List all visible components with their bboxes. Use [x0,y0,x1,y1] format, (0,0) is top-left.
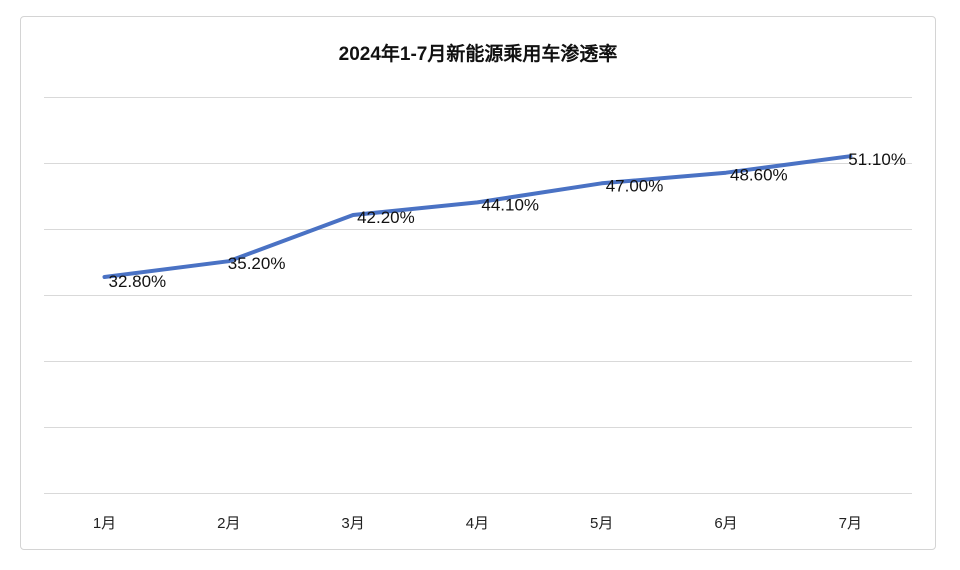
data-label: 32.80% [109,272,167,291]
x-axis-tick-labels: 1月 2月 3月 4月 5月 6月 7月 [93,515,862,532]
x-tick-label: 2月 [217,515,240,532]
data-label: 42.20% [357,208,415,227]
data-label: 44.10% [481,195,539,214]
x-tick-label: 6月 [714,515,737,532]
x-tick-label: 3月 [341,515,364,532]
x-tick-label: 1月 [93,515,116,532]
gridlines [44,97,912,494]
data-label: 35.20% [228,254,286,273]
data-labels: 32.80% 35.20% 42.20% 44.10% 47.00% 48.60% 51.1… [109,150,906,291]
data-label: 48.60% [730,166,788,185]
data-label: 47.00% [606,176,664,195]
data-label: 51.10% [848,150,906,169]
chart-frame [20,16,936,550]
x-tick-label: 7月 [839,515,862,532]
x-tick-label: 5月 [590,515,613,532]
x-tick-label: 4月 [466,515,489,532]
series-group [102,154,853,279]
chart-title: 2024年1-7月新能源乘用车渗透率 [339,42,618,65]
